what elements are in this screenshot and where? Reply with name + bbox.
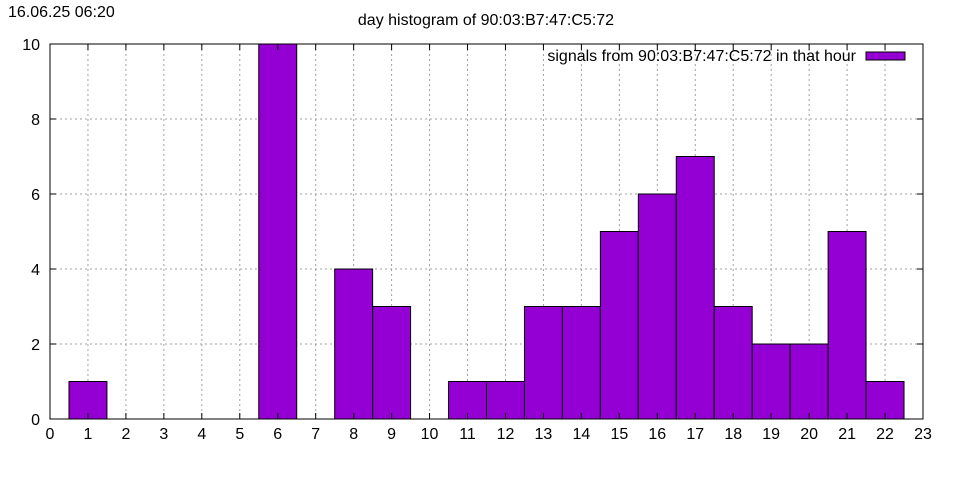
x-tick-label: 14 bbox=[572, 426, 590, 443]
x-tick-label: 0 bbox=[46, 426, 55, 443]
x-tick-label: 16 bbox=[648, 426, 666, 443]
y-tick-label: 0 bbox=[31, 412, 40, 429]
x-tick-label: 18 bbox=[724, 426, 742, 443]
legend: signals from 90:03:B7:47:C5:72 in that h… bbox=[547, 48, 906, 65]
histogram-bar bbox=[561, 306, 601, 420]
x-tick-label: 11 bbox=[459, 426, 476, 443]
x-tick-label: 3 bbox=[159, 426, 168, 443]
histogram-bar bbox=[523, 306, 563, 420]
x-tick-label: 19 bbox=[762, 426, 780, 443]
x-tick-label: 22 bbox=[876, 426, 894, 443]
x-tick-label: 15 bbox=[610, 426, 628, 443]
legend-label: signals from 90:03:B7:47:C5:72 in that h… bbox=[547, 48, 856, 65]
x-tick-label: 5 bbox=[235, 426, 244, 443]
histogram-bar bbox=[599, 231, 639, 420]
y-tick-label: 8 bbox=[31, 112, 40, 129]
y-tick-label: 10 bbox=[22, 37, 40, 54]
x-tick-label: 10 bbox=[421, 426, 439, 443]
x-tick-label: 8 bbox=[349, 426, 358, 443]
histogram-bar bbox=[637, 193, 677, 420]
bars bbox=[68, 43, 905, 420]
grid-lines bbox=[50, 44, 923, 419]
histogram-bar bbox=[751, 343, 791, 420]
y-tick-label: 4 bbox=[31, 262, 40, 279]
x-tick-label: 23 bbox=[914, 426, 932, 443]
x-tick-label: 20 bbox=[800, 426, 818, 443]
legend-swatch bbox=[865, 51, 906, 61]
histogram-bar bbox=[713, 306, 753, 420]
chart-title: day histogram of 90:03:B7:47:C5:72 bbox=[357, 12, 615, 29]
x-tick-label: 1 bbox=[84, 426, 93, 443]
y-tick-label: 6 bbox=[31, 187, 40, 204]
x-tick-label: 12 bbox=[497, 426, 515, 443]
x-tick-label: 4 bbox=[197, 426, 206, 443]
x-tick-label: 7 bbox=[311, 426, 320, 443]
x-tick-label: 6 bbox=[273, 426, 282, 443]
x-tick-label: 13 bbox=[535, 426, 553, 443]
x-tick-label: 21 bbox=[838, 426, 856, 443]
histogram-bar bbox=[372, 306, 412, 420]
x-tick-label: 2 bbox=[121, 426, 130, 443]
y-tick-label: 2 bbox=[31, 337, 40, 354]
histogram-bar bbox=[827, 231, 867, 420]
histogram-bar bbox=[334, 268, 374, 420]
ticks: 0 1 2 3 4 5 6 7 8 9 10 11 12 13 14 15 16 17 18 19 20 21 22 2302… bbox=[22, 37, 932, 443]
timestamp: 16.06.25 06:20 bbox=[8, 4, 115, 21]
x-tick-label: 9 bbox=[387, 426, 396, 443]
histogram-bar bbox=[258, 43, 298, 420]
x-tick-label: 17 bbox=[686, 426, 704, 443]
histogram-bar bbox=[789, 343, 829, 420]
plot-frame bbox=[49, 43, 924, 420]
histogram-bar bbox=[675, 156, 715, 420]
